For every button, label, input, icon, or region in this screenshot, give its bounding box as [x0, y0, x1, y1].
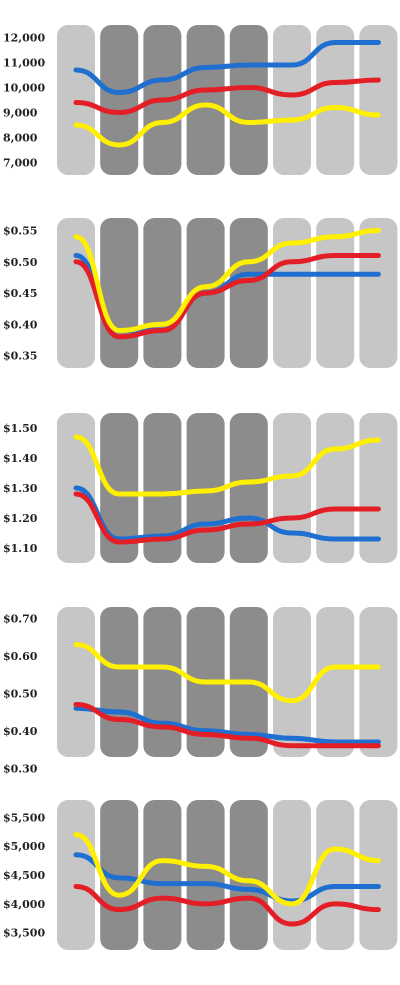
series-line-blue [73, 40, 381, 95]
series-line-yellow [73, 832, 381, 907]
series-line-yellow [73, 102, 381, 148]
y-tick-label: 12,000 [3, 32, 45, 45]
time-column [316, 800, 355, 950]
time-column [316, 607, 355, 757]
time-column [359, 218, 398, 368]
series-line-blue [73, 705, 381, 745]
y-tick-label: 8,000 [3, 132, 38, 145]
series-line-blue [73, 485, 381, 542]
y-tick-label: $0.60 [3, 650, 38, 663]
time-column [359, 607, 398, 757]
y-tick-label: $5,000 [3, 840, 45, 853]
time-column [100, 413, 139, 563]
chart-panel-3: $1.50 $1.40 $1.30 $1.20 $1.10 [0, 393, 400, 577]
time-column [359, 800, 398, 950]
series-line-yellow [73, 228, 381, 333]
y-tick-label: $1.40 [3, 452, 38, 465]
time-column [57, 607, 95, 757]
time-column [143, 413, 182, 563]
series-line-red [73, 884, 381, 927]
line-chart: 12,000 11,000 10,000 9,000 8,000 7,000 [3, 25, 398, 175]
y-tick-label: $1.30 [3, 482, 38, 495]
time-column [273, 413, 311, 563]
y-tick-label: $5,500 [3, 811, 45, 824]
time-column [273, 218, 311, 368]
time-column [229, 25, 268, 175]
series-line-yellow [73, 434, 381, 497]
y-tick-label: $1.50 [3, 422, 38, 435]
time-column [229, 800, 268, 950]
y-tick-label: $4,000 [3, 898, 45, 911]
time-column [100, 800, 139, 950]
line-chart: $0.55 $0.50 $0.45 $0.40 $0.35 [3, 218, 398, 368]
time-column [359, 413, 398, 563]
time-column [316, 25, 355, 175]
time-column [273, 25, 311, 175]
time-column [143, 607, 182, 757]
series-line-red [73, 491, 381, 545]
chart-panel-2: $0.55 $0.50 $0.45 $0.40 $0.35 [0, 198, 400, 382]
time-column [100, 218, 139, 368]
time-column [57, 800, 95, 950]
y-tick-label: 9,000 [3, 107, 38, 120]
time-column [229, 413, 268, 563]
time-column [229, 218, 268, 368]
time-column [57, 218, 95, 368]
y-tick-label: 7,000 [3, 157, 38, 170]
y-tick-label: $1.10 [3, 542, 38, 555]
chart-panel-5: $5,500 $5,000 $4,500 $4,000 $3,500 [0, 780, 400, 964]
time-column [359, 25, 398, 175]
y-tick-label: $3,500 [3, 927, 45, 940]
y-tick-label: 10,000 [3, 82, 45, 95]
y-tick-label: $0.45 [3, 287, 37, 300]
chart-panel-4: $0.70 $0.60 $0.50 $0.40 $0.30 [0, 587, 400, 775]
line-chart: $5,500 $5,000 $4,500 $4,000 $3,500 [3, 800, 398, 950]
series-line-blue [73, 852, 381, 904]
series-line-red [73, 702, 381, 749]
time-column [100, 607, 139, 757]
y-tick-label: $0.35 [3, 350, 37, 363]
time-column [100, 25, 139, 175]
y-tick-label: $0.50 [3, 256, 38, 269]
y-tick-label: $0.70 [3, 612, 38, 625]
series-line-yellow [73, 642, 381, 704]
y-tick-label: $0.50 [3, 687, 38, 700]
time-column [186, 800, 225, 950]
y-tick-label: $1.20 [3, 512, 38, 525]
series-line-red [73, 253, 381, 340]
time-column [186, 25, 225, 175]
y-tick-label: $0.40 [3, 318, 38, 331]
y-tick-label: 11,000 [3, 57, 45, 70]
chart-panel-1: 12,000 11,000 10,000 9,000 8,000 7,000 [0, 5, 400, 189]
y-tick-label: $0.40 [3, 725, 38, 738]
time-column [316, 218, 355, 368]
y-tick-label: $0.30 [3, 762, 38, 775]
y-tick-label: $0.55 [3, 225, 37, 238]
line-chart: $1.50 $1.40 $1.30 $1.20 $1.10 [3, 413, 398, 563]
time-column [143, 218, 182, 368]
series-line-red [73, 77, 381, 115]
time-column [273, 800, 311, 950]
time-column [273, 607, 311, 757]
time-column [143, 800, 182, 950]
line-chart: $0.70 $0.60 $0.50 $0.40 $0.30 [3, 607, 398, 775]
y-tick-label: $4,500 [3, 869, 45, 882]
